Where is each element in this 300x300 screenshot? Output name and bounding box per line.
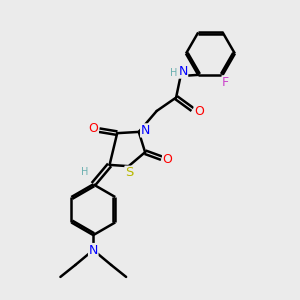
Text: O: O	[88, 122, 98, 135]
Text: F: F	[222, 76, 229, 89]
Text: O: O	[194, 105, 204, 119]
Text: N: N	[141, 124, 150, 137]
Text: S: S	[125, 166, 134, 179]
Text: H: H	[170, 68, 178, 78]
Text: O: O	[163, 153, 172, 166]
Text: N: N	[178, 65, 188, 78]
Text: H: H	[81, 167, 88, 177]
Text: N: N	[88, 244, 98, 256]
